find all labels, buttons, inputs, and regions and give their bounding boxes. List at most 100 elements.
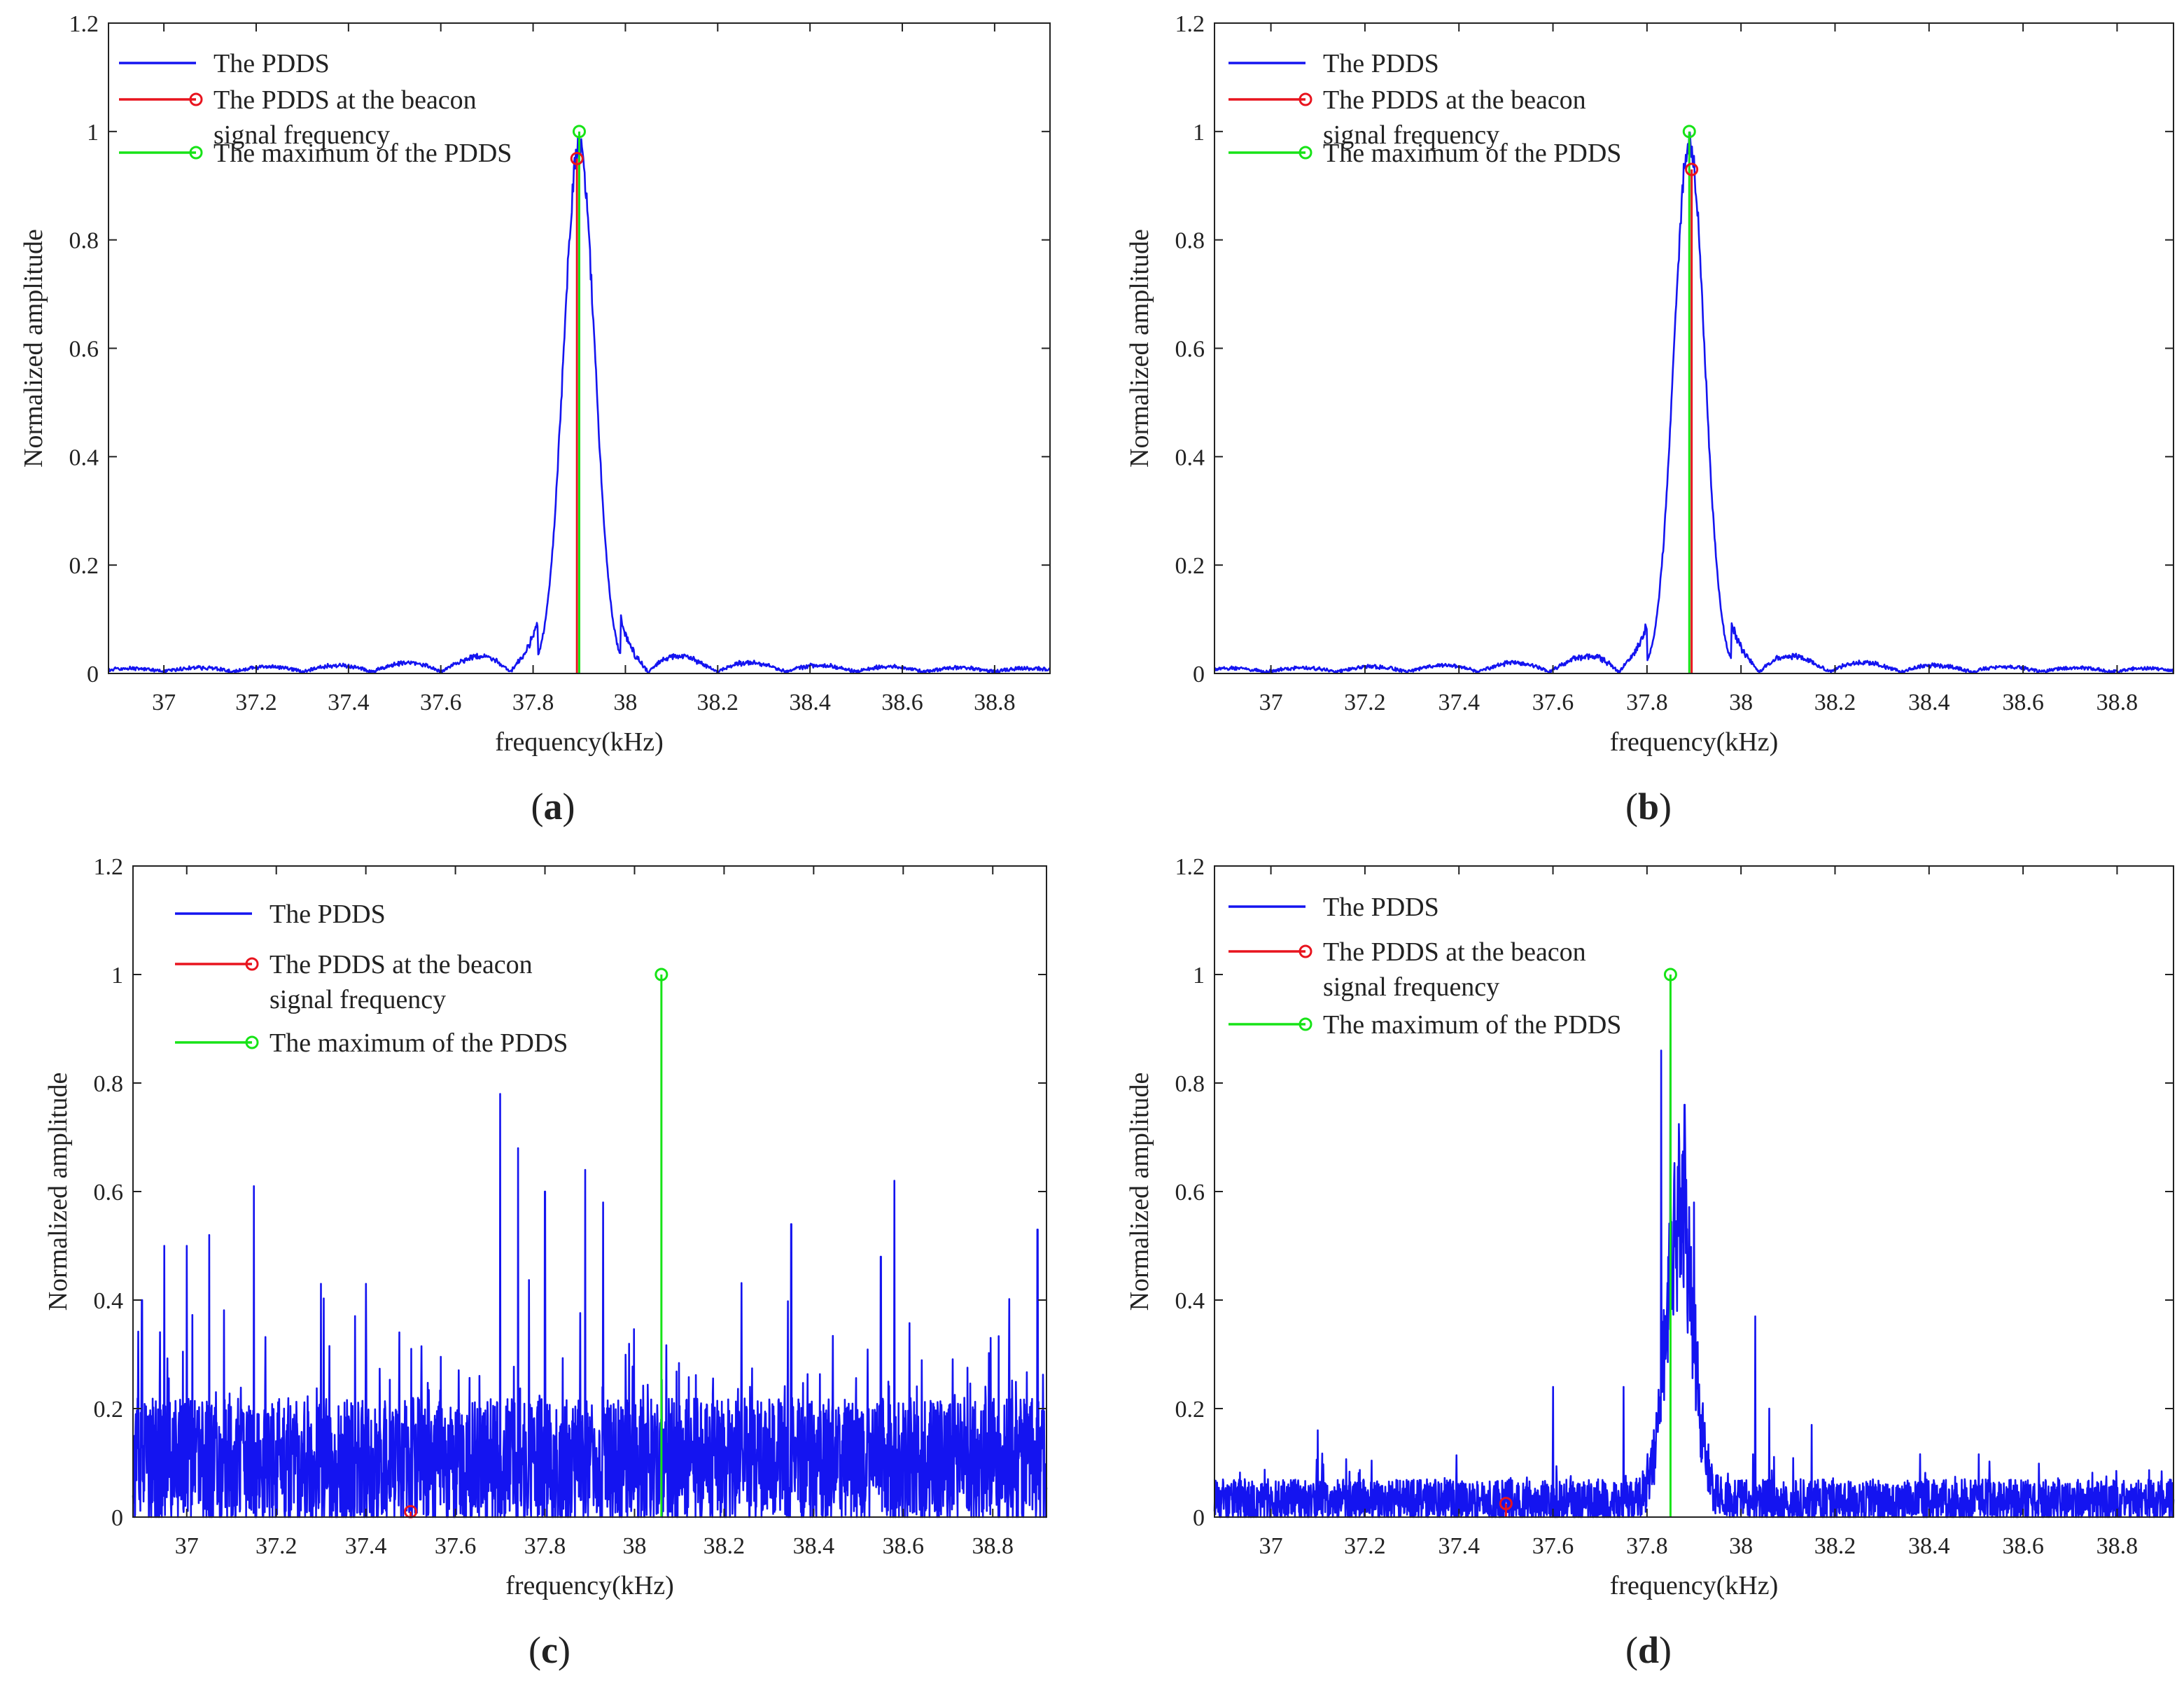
x-tick-label: 38.8 (2096, 1533, 2138, 1559)
y-tick-label: 0.4 (94, 1288, 124, 1314)
plot-area (1214, 866, 2174, 1517)
x-tick-label: 38.8 (974, 690, 1016, 715)
x-tick-label: 38.2 (1814, 690, 1856, 715)
y-tick-label: 1 (87, 120, 99, 146)
legend: The PDDS The PDDS at the beacon signal fre… (1228, 893, 1621, 1040)
maximum-stem-marker (1663, 968, 1677, 982)
y-tick-label: 1.2 (69, 11, 99, 37)
chart-panel-b: 37 37.2 37.4 37.6 37.8 38 38.2 38.4 38.6 38.8 0 0.2… (1125, 11, 2175, 827)
y-tick-label: 1.2 (1175, 11, 1205, 37)
legend-entry-label: The PDDS at the beacon (1323, 937, 1586, 967)
y-tick-label: 0 (1193, 662, 1205, 687)
chart-panel-d: 37 37.2 37.4 37.6 37.8 38 38.2 38.4 38.6 38.8 0 0.2… (1125, 854, 2175, 1671)
x-tick-label: 37.8 (1626, 1533, 1668, 1559)
x-axis-label: frequency(kHz) (505, 1571, 674, 1600)
x-axis-label: frequency(kHz) (1610, 1571, 1779, 1600)
legend-marker-1 (1298, 92, 1312, 106)
panel-caption: (b) (1625, 785, 1672, 827)
y-tick-label: 0.8 (1175, 1071, 1205, 1097)
panel-caption: (c) (528, 1629, 570, 1671)
x-tick-label: 38.4 (793, 1533, 835, 1559)
x-tick-label: 37.6 (420, 690, 462, 715)
x-tick-label: 37.8 (1626, 690, 1668, 715)
x-tick-label: 38.8 (2096, 690, 2138, 715)
panel-caption: (d) (1625, 1629, 1672, 1671)
x-tick-label: 37.6 (435, 1533, 477, 1559)
x-tick-label: 38.8 (972, 1533, 1014, 1559)
x-tick-label: 37.4 (1438, 690, 1480, 715)
legend-entry-label: The PDDS (270, 900, 386, 929)
y-tick-label: 1 (111, 963, 123, 989)
x-tick-label: 37.8 (524, 1533, 566, 1559)
x-tick-label: 38.2 (697, 690, 739, 715)
legend-marker-2 (245, 1035, 259, 1049)
y-tick-label: 0.2 (94, 1397, 124, 1423)
y-tick-label: 0 (1193, 1505, 1205, 1531)
y-tick-label: 0.2 (1175, 1397, 1205, 1423)
y-axis-label: Normalized amplitude (1125, 1073, 1154, 1311)
x-tick-label: 38.2 (1814, 1533, 1856, 1559)
x-tick-label: 38.4 (789, 690, 831, 715)
legend-marker-2 (189, 146, 203, 160)
legend-entry-label: The PDDS at the beacon (1323, 85, 1586, 115)
x-tick-label: 37.6 (1532, 690, 1574, 715)
legend-marker-2 (1298, 1017, 1312, 1031)
legend-entry-label: The PDDS at the beacon (270, 950, 533, 979)
legend-marker-1 (1298, 944, 1312, 958)
y-tick-label: 0 (111, 1505, 123, 1531)
y-tick-label: 1.2 (1175, 854, 1205, 880)
legend-marker-1 (245, 957, 259, 971)
beacon-stem-marker (1499, 1497, 1513, 1511)
legend-entry-label: The PDDS (1323, 49, 1439, 78)
y-tick-label: 0.6 (69, 337, 99, 363)
y-axis-label: Normalized amplitude (43, 1073, 73, 1311)
x-axis-label: frequency(kHz) (1610, 727, 1779, 757)
chart-panel-a: 37 37.2 37.4 37.6 37.8 38 38.2 38.4 38.6 38.8 0 0.2… (19, 11, 1051, 827)
y-tick-label: 0 (87, 662, 99, 687)
x-tick-label: 37.2 (1344, 690, 1386, 715)
chart-panel-c: 37 37.2 37.4 37.6 37.8 38 38.2 38.4 38.6 38.8 0 0.2… (43, 854, 1048, 1671)
pdds-series-line (1213, 1022, 2175, 1518)
x-tick-label: 37.6 (1532, 1533, 1574, 1559)
legend-entry-label: The PDDS at the beacon (214, 85, 477, 115)
x-tick-label: 37.2 (235, 690, 277, 715)
y-tick-label: 0.2 (69, 553, 99, 579)
y-tick-label: 0.4 (69, 445, 99, 470)
panel-caption: (a) (531, 785, 575, 827)
maximum-stem-marker (573, 125, 586, 139)
legend-entry-label: signal frequency (1323, 120, 1499, 150)
x-tick-label: 37 (1259, 1533, 1283, 1559)
y-tick-label: 1 (1193, 963, 1205, 989)
legend-entry-label: The PDDS (1323, 893, 1439, 922)
x-tick-label: 38.2 (704, 1533, 746, 1559)
x-tick-label: 38.6 (881, 690, 923, 715)
y-tick-label: 0.8 (1175, 228, 1205, 254)
y-tick-label: 0.6 (94, 1180, 124, 1206)
x-tick-label: 37.4 (345, 1533, 387, 1559)
y-tick-label: 0.8 (94, 1071, 124, 1097)
y-tick-label: 0.6 (1175, 1180, 1205, 1206)
x-tick-label: 37 (1259, 690, 1283, 715)
x-tick-label: 38 (1729, 1533, 1753, 1559)
x-tick-label: 37.2 (255, 1533, 298, 1559)
legend-marker-2 (1298, 146, 1312, 160)
x-axis-label: frequency(kHz) (495, 727, 664, 757)
x-tick-label: 38 (622, 1533, 646, 1559)
legend: The PDDS The PDDS at the beacon signal fre… (175, 900, 568, 1058)
y-tick-label: 0.6 (1175, 337, 1205, 363)
x-tick-label: 37.4 (1438, 1533, 1480, 1559)
y-tick-label: 0.4 (1175, 445, 1205, 470)
y-tick-label: 1 (1193, 120, 1205, 146)
legend-entry-label: The PDDS (214, 49, 330, 78)
legend: The PDDS The PDDS at the beacon signal fre… (1228, 49, 1621, 168)
x-tick-label: 37.2 (1344, 1533, 1386, 1559)
y-tick-label: 0.2 (1175, 553, 1205, 579)
legend-marker-1 (189, 92, 203, 106)
legend-entry-label: The maximum of the PDDS (1323, 1010, 1621, 1040)
legend-entry-label: The maximum of the PDDS (270, 1028, 568, 1058)
legend-entry-label: signal frequency (1323, 972, 1499, 1002)
beacon-stem-marker (570, 152, 584, 166)
legend-entry-label: The maximum of the PDDS (1323, 139, 1621, 168)
maximum-stem-marker (1682, 125, 1696, 139)
